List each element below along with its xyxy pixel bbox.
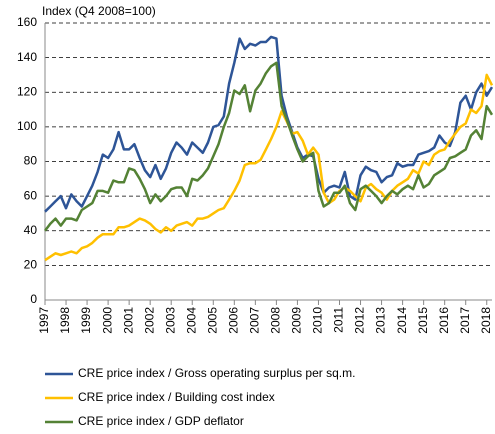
x-tick-label: 2008 [269, 307, 283, 334]
x-tick-label: 2002 [142, 307, 156, 334]
x-tick-label: 2012 [353, 307, 367, 334]
x-tick-label: 2006 [226, 307, 240, 334]
y-tick-label: 20 [24, 258, 38, 272]
x-tick-label: 2005 [205, 307, 219, 334]
legend-label: CRE price index / Gross operating surplu… [78, 366, 355, 380]
y-tick-label: 120 [17, 84, 37, 98]
x-tick-label: 1998 [58, 307, 72, 334]
y-tick-label: 140 [17, 50, 37, 64]
y-tick-label: 100 [17, 119, 37, 133]
x-tick-label: 2017 [458, 307, 472, 334]
y-tick-label: 160 [17, 15, 37, 29]
x-tick-label: 2000 [100, 307, 114, 334]
y-tick-label: 80 [24, 154, 38, 168]
legend-label: CRE price index / GDP deflator [78, 414, 244, 428]
series-line [44, 61, 494, 232]
x-tick-label: 2014 [395, 307, 409, 334]
x-tick-label: 2011 [332, 307, 346, 333]
x-tick-label: 1999 [79, 307, 93, 334]
x-tick-label: 2016 [437, 307, 451, 334]
series-line [44, 35, 494, 213]
series-line [44, 73, 494, 262]
y-tick-label: 40 [24, 223, 38, 237]
y-tick-label: 0 [30, 292, 37, 306]
x-tick-label: 2004 [184, 307, 198, 334]
x-tick-label: 2015 [416, 307, 430, 334]
x-tick-label: 2010 [311, 307, 325, 334]
legend-label: CRE price index / Building cost index [78, 390, 275, 404]
y-axis-label: Index (Q4 2008=100) [42, 4, 156, 18]
x-tick-label: 1997 [37, 307, 51, 334]
x-tick-label: 2009 [290, 307, 304, 334]
x-tick-label: 2001 [121, 307, 135, 334]
y-tick-label: 60 [24, 188, 38, 202]
x-tick-label: 2018 [479, 307, 493, 334]
x-tick-label: 2013 [374, 307, 388, 334]
x-tick-label: 2007 [248, 307, 262, 334]
x-tick-label: 2003 [163, 307, 177, 334]
